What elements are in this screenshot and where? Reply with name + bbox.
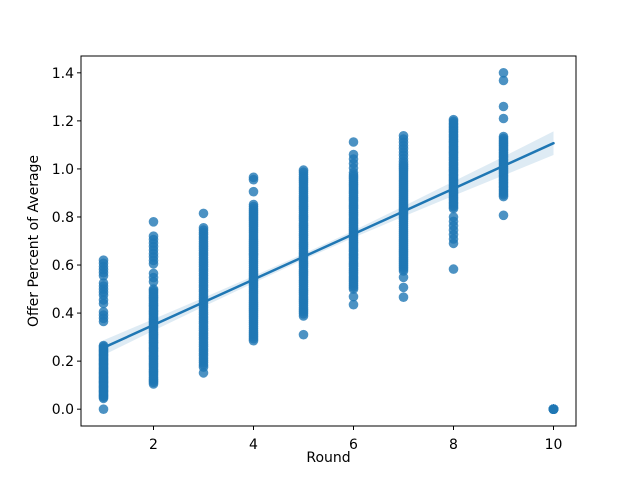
x-tick-label: 2 — [149, 437, 158, 453]
scatter-point — [248, 199, 259, 210]
scatter-point — [98, 307, 109, 317]
scatter-point — [198, 223, 209, 233]
scatter-point — [398, 282, 409, 293]
scatter-point — [198, 208, 209, 219]
scatter-point — [498, 113, 509, 124]
y-tick-label: 0.4 — [52, 306, 74, 322]
scatter-point — [248, 186, 259, 197]
scatter-point — [498, 68, 509, 78]
y-tick-label: 1.0 — [52, 162, 74, 178]
scatter-point — [348, 137, 359, 147]
scatter-point — [148, 217, 159, 227]
scatter-point — [448, 212, 459, 222]
x-tick-label: 4 — [249, 437, 258, 453]
x-tick-label: 10 — [545, 437, 563, 453]
regression-line — [102, 141, 555, 349]
y-tick-label: 0.6 — [52, 258, 74, 274]
y-tick-label: 1.2 — [52, 114, 74, 130]
scatter-point — [448, 114, 459, 125]
y-axis-label: Offer Percent of Average — [26, 155, 42, 327]
x-axis-label: Round — [306, 450, 350, 466]
scatter-point — [498, 210, 509, 221]
regression-line-layer — [102, 141, 555, 349]
y-tick-label: 0.0 — [52, 402, 74, 418]
scatter-point — [398, 292, 409, 303]
scatter-point — [148, 231, 159, 241]
scatter-point — [398, 272, 409, 283]
x-tick-label: 8 — [449, 437, 458, 453]
x-tick-label: 6 — [349, 437, 358, 453]
scatter-point — [448, 264, 459, 274]
y-tick-label: 1.4 — [52, 66, 74, 82]
scatter-point — [398, 131, 409, 141]
scatter-point — [298, 329, 309, 340]
scatter-point — [498, 101, 509, 112]
scatter-point — [198, 368, 209, 378]
scatter-point — [98, 404, 109, 415]
confidence-band — [103, 131, 554, 356]
scatter-point — [148, 284, 159, 294]
scatter-point — [348, 299, 359, 310]
scatter-point — [498, 75, 509, 86]
scatter-point — [98, 278, 109, 288]
scatter-point — [148, 268, 159, 279]
scatter-points-layer — [98, 68, 559, 415]
scatter-point — [98, 255, 109, 265]
scatter-point — [298, 165, 309, 175]
scatter-point — [248, 172, 259, 183]
scatter-point — [348, 291, 359, 302]
scatter-point — [548, 404, 559, 415]
scatter-point — [498, 131, 509, 142]
axes-layer: 2 4 6 8 10 0.0 0.2 0.4 0.6 0.8 1.0 1.2 1.4 — [52, 55, 577, 453]
confidence-band-layer — [103, 131, 554, 356]
y-tick-label: 0.2 — [52, 354, 74, 370]
scatter-point — [348, 149, 359, 160]
axes-spines — [80, 55, 577, 427]
y-tick-label: 0.8 — [52, 210, 74, 226]
